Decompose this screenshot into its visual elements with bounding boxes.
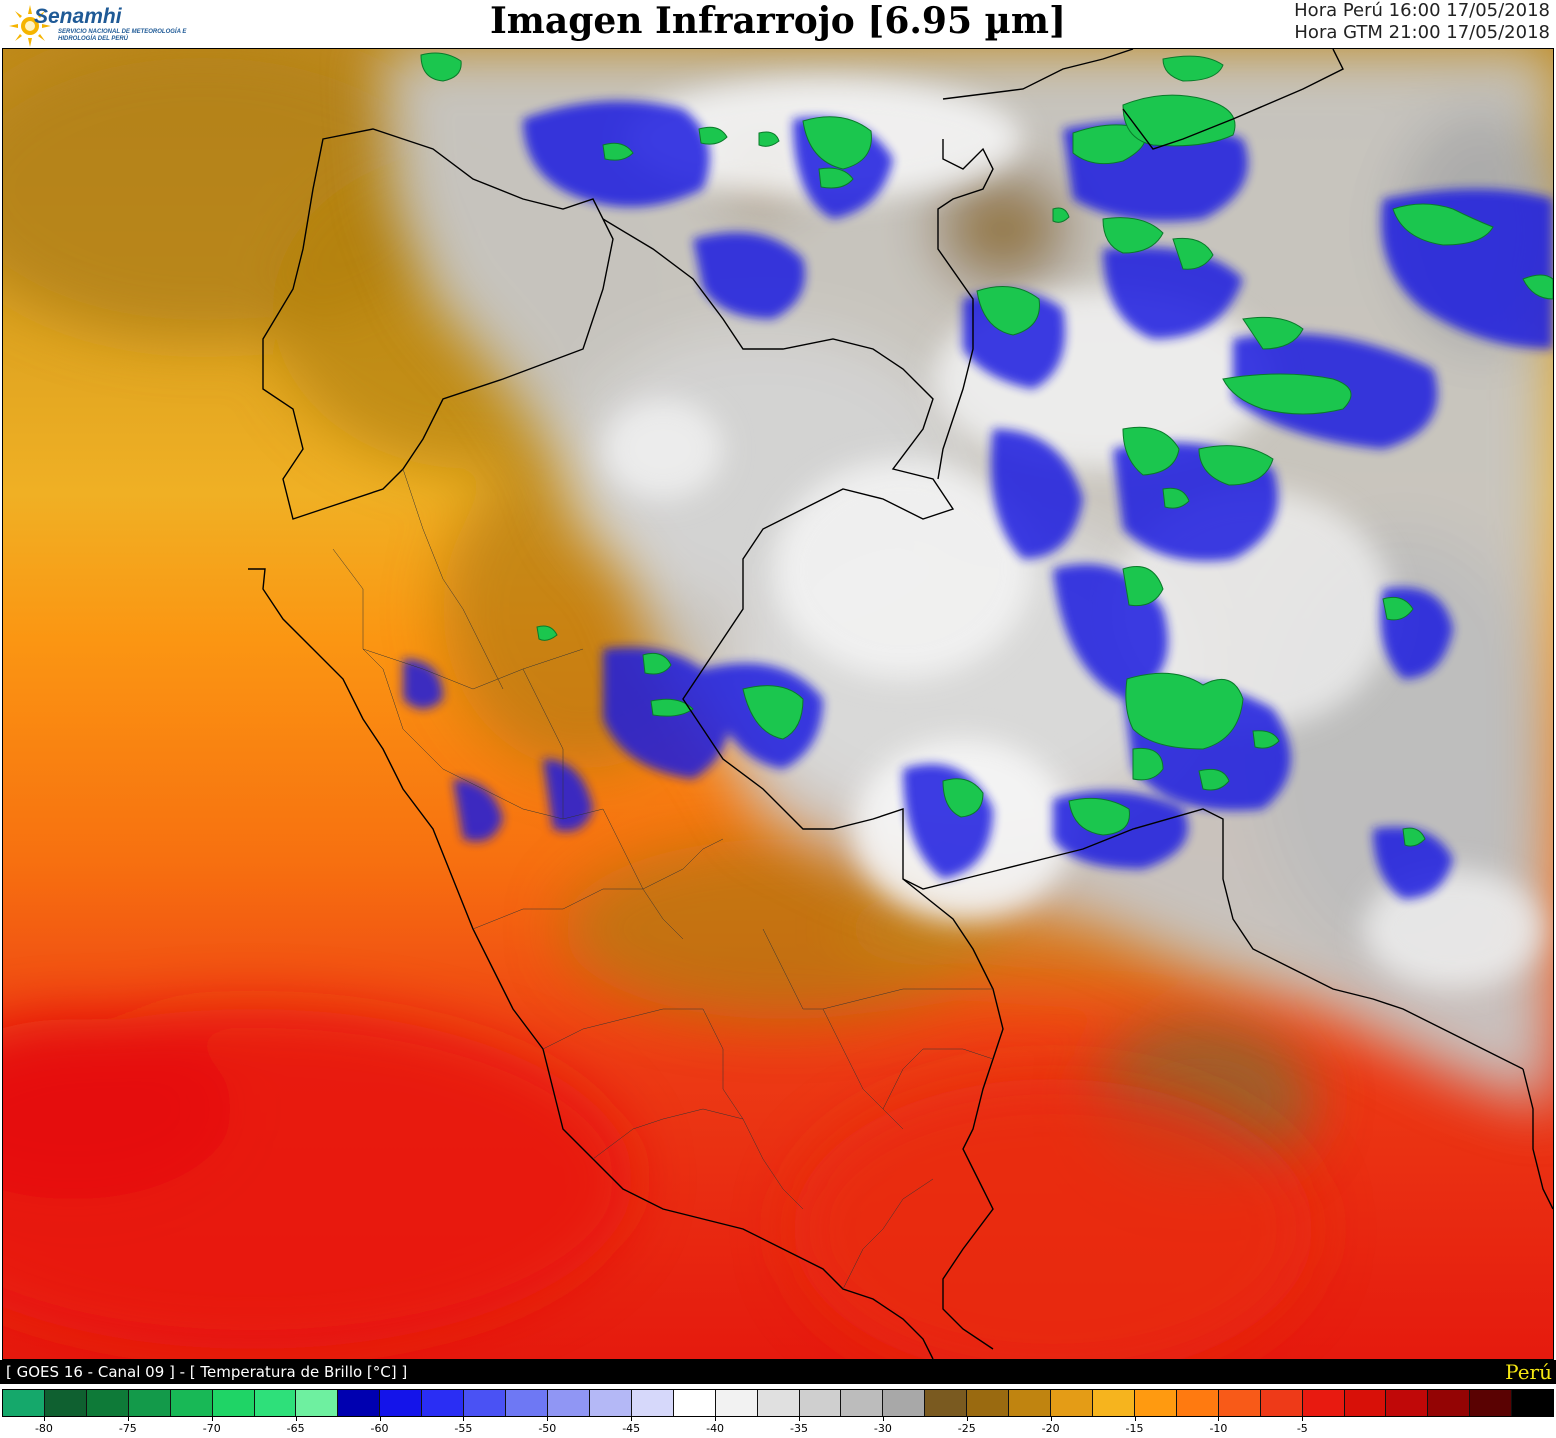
colorbar-tick-label: -15 [1125, 1422, 1144, 1435]
colorbar-segment [1344, 1390, 1387, 1416]
colorbar-tickmark [127, 1417, 129, 1421]
department-borders [332, 468, 994, 1290]
satellite-channel-label: [ GOES 16 - Canal 09 ] - [ Temperatura d… [6, 1363, 408, 1381]
colorbar-segment [925, 1390, 968, 1416]
colorbar-segment [3, 1390, 45, 1416]
satellite-map [2, 48, 1554, 1360]
info-bar: [ GOES 16 - Canal 09 ] - [ Temperatura d… [0, 1360, 1556, 1384]
colorbar-segment [1470, 1390, 1513, 1416]
colorbar-segment [380, 1390, 423, 1416]
colorbar-tick-label: -70 [202, 1422, 221, 1435]
colorbar-segment [967, 1390, 1010, 1416]
colorbar-tick-label: -80 [34, 1422, 53, 1435]
page-title: Imagen Infrarrojo [6.95 µm] [489, 0, 1067, 42]
colombia-border [937, 49, 1344, 480]
colorbar-tickmark [43, 1417, 45, 1421]
temperature-colorbar [2, 1389, 1554, 1417]
colorbar-tickmark [547, 1417, 549, 1421]
colorbar-segment [547, 1390, 590, 1416]
colorbar-segment [44, 1390, 87, 1416]
peru-northeast-border [602, 218, 1524, 1070]
colorbar-segment [212, 1390, 255, 1416]
colorbar-tickmark [715, 1417, 717, 1421]
colorbar-segment [799, 1390, 842, 1416]
colorbar-tick-label: -75 [118, 1422, 137, 1435]
colorbar-segment [1218, 1390, 1261, 1416]
colorbar-segment [506, 1390, 548, 1416]
colorbar-segment [128, 1390, 171, 1416]
brazil-border [1522, 1068, 1553, 1210]
colorbar-segment [1302, 1390, 1345, 1416]
colorbar-segment [254, 1390, 297, 1416]
header: Senamhi Servicio Nacional de Meteorologí… [0, 0, 1556, 48]
colorbar-tick-label: -45 [622, 1422, 641, 1435]
colorbar-segment [1134, 1390, 1177, 1416]
colorbar-segment [631, 1390, 674, 1416]
colorbar-segment [715, 1390, 758, 1416]
timestamp-block: Hora Perú 16:00 17/05/2018 Hora GTM 21:0… [1294, 0, 1550, 44]
colorbar-tickmark [1134, 1417, 1136, 1421]
colorbar-tick-label: -10 [1209, 1422, 1228, 1435]
colorbar-tickmark [295, 1417, 297, 1421]
region-label: Perú [1505, 1360, 1552, 1384]
colorbar-segment [1092, 1390, 1135, 1416]
colorbar-tickmark [1050, 1417, 1052, 1421]
colorbar-tickmark [1302, 1417, 1304, 1421]
colorbar-tick-label: -65 [286, 1422, 305, 1435]
senamhi-logo: Senamhi Servicio Nacional de Meteorologí… [8, 2, 208, 47]
colorbar-tick-label: -35 [789, 1422, 808, 1435]
colorbar-segment [86, 1390, 129, 1416]
sun-icon [9, 5, 51, 47]
colorbar-segment [1009, 1390, 1052, 1416]
colorbar-segment [841, 1390, 884, 1416]
colorbar-segment [464, 1390, 507, 1416]
logo-name: Senamhi [34, 5, 122, 28]
ecuador-border [262, 128, 614, 520]
hot-region-shading [3, 1009, 1313, 1359]
logo-subtitle: Servicio Nacional de Meteorología e Hidr… [58, 29, 187, 42]
colorbar-segment [589, 1390, 632, 1416]
bolivia-border [902, 878, 1004, 1350]
colorbar-segment [1512, 1390, 1554, 1416]
colorbar-segment [1176, 1390, 1219, 1416]
colorbar-tick-label: -40 [706, 1422, 725, 1435]
colorbar-tickmark [379, 1417, 381, 1421]
colorbar-segment [673, 1390, 716, 1416]
time-gmt: Hora GTM 21:00 17/05/2018 [1294, 22, 1550, 43]
colorbar-tick-label: -30 [873, 1422, 892, 1435]
colorbar-segment [757, 1390, 800, 1416]
colorbar-tickmark [211, 1417, 213, 1421]
colorbar-tick-label: -50 [538, 1422, 557, 1435]
colorbar-segment [1428, 1390, 1471, 1416]
colorbar-tick-label: -55 [454, 1422, 473, 1435]
time-local: Hora Perú 16:00 17/05/2018 [1294, 0, 1550, 21]
colorbar-tickmark [463, 1417, 465, 1421]
colorbar-tickmark [631, 1417, 633, 1421]
colorbar-tickmark [966, 1417, 968, 1421]
colorbar-tick-label: -20 [1041, 1422, 1060, 1435]
colorbar-tickmark [882, 1417, 884, 1421]
colorbar-tick-label: -60 [370, 1422, 389, 1435]
colorbar-segment [296, 1390, 339, 1416]
borders [248, 49, 1553, 1359]
colorbar-segment [422, 1390, 465, 1416]
colorbar-tickmark [1218, 1417, 1220, 1421]
colorbar-segment [338, 1390, 381, 1416]
colorbar-tick-label: -25 [957, 1422, 976, 1435]
colorbar-ticks: -80 -75 -70 -65 -60 -55 -50 -45 -40 -35 -30 -25 -20 -… [2, 1417, 1554, 1438]
colorbar-segment [1260, 1390, 1303, 1416]
colorbar-segment [1051, 1390, 1093, 1416]
colorbar-tickmark [798, 1417, 800, 1421]
colorbar-segment [883, 1390, 926, 1416]
colorbar-tick-label: -5 [1296, 1422, 1308, 1435]
colorbar-segment [1386, 1390, 1429, 1416]
infrared-image [3, 49, 1553, 1359]
cloud-green-cores [420, 52, 1553, 847]
colorbar-segment [170, 1390, 213, 1416]
